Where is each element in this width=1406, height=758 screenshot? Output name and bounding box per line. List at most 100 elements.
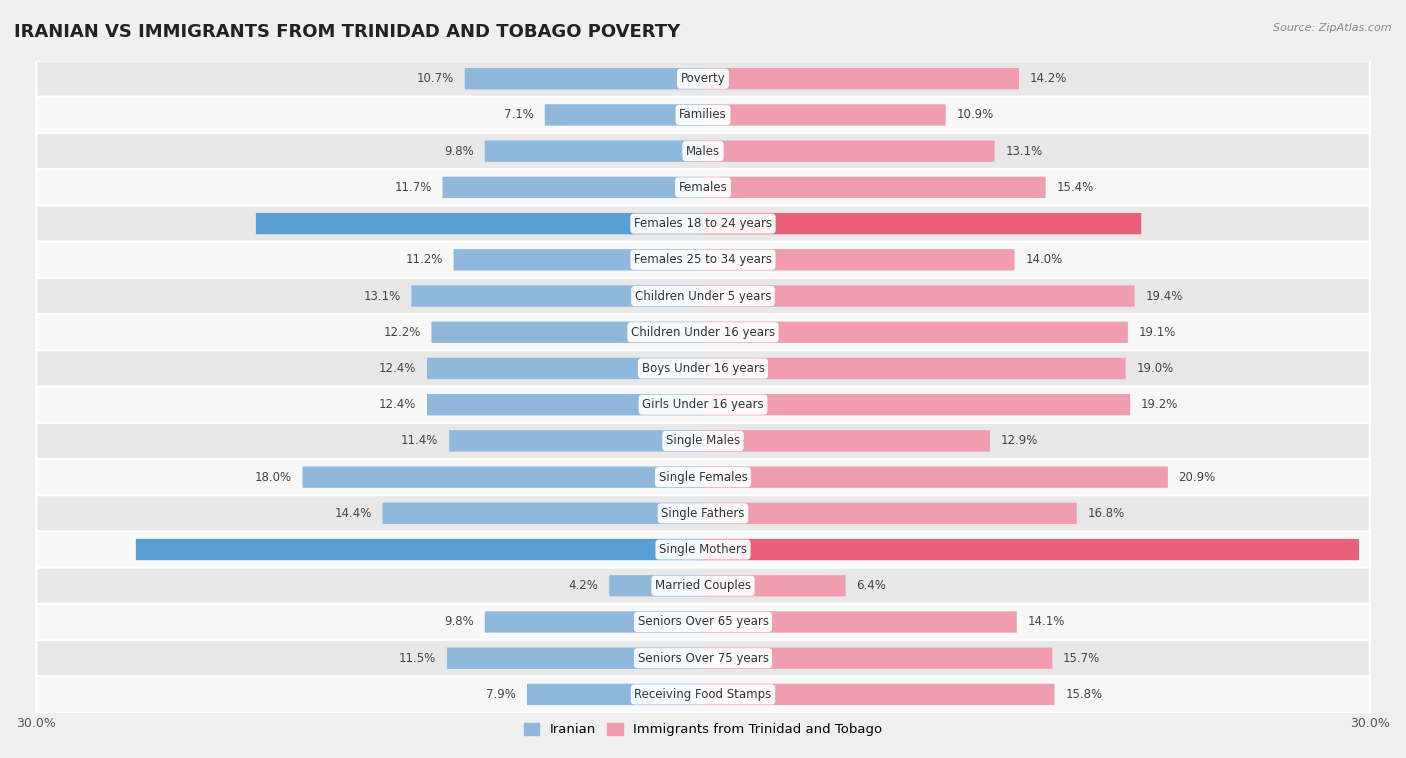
FancyBboxPatch shape (703, 68, 1019, 89)
Text: 15.7%: 15.7% (1063, 652, 1101, 665)
FancyBboxPatch shape (703, 503, 1077, 524)
Text: 20.9%: 20.9% (1178, 471, 1216, 484)
Text: 9.8%: 9.8% (444, 615, 474, 628)
FancyBboxPatch shape (465, 68, 703, 89)
FancyBboxPatch shape (609, 575, 703, 597)
FancyBboxPatch shape (449, 431, 703, 452)
Text: 12.9%: 12.9% (1001, 434, 1038, 447)
Text: Single Males: Single Males (666, 434, 740, 447)
FancyBboxPatch shape (412, 285, 703, 307)
Text: 12.4%: 12.4% (380, 398, 416, 411)
Text: Females 25 to 34 years: Females 25 to 34 years (634, 253, 772, 266)
Text: Single Females: Single Females (658, 471, 748, 484)
Legend: Iranian, Immigrants from Trinidad and Tobago: Iranian, Immigrants from Trinidad and To… (519, 718, 887, 742)
FancyBboxPatch shape (703, 285, 1135, 307)
Text: 11.7%: 11.7% (395, 181, 432, 194)
FancyBboxPatch shape (703, 249, 1015, 271)
Text: Seniors Over 75 years: Seniors Over 75 years (637, 652, 769, 665)
Text: 9.8%: 9.8% (444, 145, 474, 158)
Text: Children Under 5 years: Children Under 5 years (634, 290, 772, 302)
Text: 15.8%: 15.8% (1066, 688, 1102, 701)
FancyBboxPatch shape (427, 394, 703, 415)
FancyBboxPatch shape (703, 431, 990, 452)
Text: Males: Males (686, 145, 720, 158)
FancyBboxPatch shape (37, 133, 1369, 169)
Text: 19.0%: 19.0% (1136, 362, 1174, 375)
Text: 11.5%: 11.5% (399, 652, 436, 665)
FancyBboxPatch shape (703, 611, 1017, 633)
Text: 7.9%: 7.9% (486, 688, 516, 701)
Text: 7.1%: 7.1% (505, 108, 534, 121)
Text: 12.4%: 12.4% (380, 362, 416, 375)
FancyBboxPatch shape (302, 466, 703, 488)
Text: Children Under 16 years: Children Under 16 years (631, 326, 775, 339)
Text: Girls Under 16 years: Girls Under 16 years (643, 398, 763, 411)
Text: 16.8%: 16.8% (1087, 507, 1125, 520)
Text: 13.1%: 13.1% (1005, 145, 1042, 158)
Text: 19.2%: 19.2% (1140, 398, 1178, 411)
Text: 19.1%: 19.1% (1139, 326, 1175, 339)
Text: 29.5%: 29.5% (711, 543, 749, 556)
FancyBboxPatch shape (37, 278, 1369, 314)
Text: 6.4%: 6.4% (856, 579, 886, 592)
Text: 18.0%: 18.0% (254, 471, 292, 484)
Text: 14.0%: 14.0% (1025, 253, 1063, 266)
FancyBboxPatch shape (37, 387, 1369, 423)
FancyBboxPatch shape (703, 105, 946, 126)
FancyBboxPatch shape (37, 459, 1369, 495)
FancyBboxPatch shape (37, 242, 1369, 278)
Text: Single Mothers: Single Mothers (659, 543, 747, 556)
Text: 10.7%: 10.7% (416, 72, 454, 85)
FancyBboxPatch shape (527, 684, 703, 705)
FancyBboxPatch shape (703, 647, 1052, 669)
FancyBboxPatch shape (703, 140, 994, 162)
FancyBboxPatch shape (37, 314, 1369, 350)
Text: 11.2%: 11.2% (405, 253, 443, 266)
FancyBboxPatch shape (544, 105, 703, 126)
Text: Receiving Food Stamps: Receiving Food Stamps (634, 688, 772, 701)
Text: IRANIAN VS IMMIGRANTS FROM TRINIDAD AND TOBAGO POVERTY: IRANIAN VS IMMIGRANTS FROM TRINIDAD AND … (14, 23, 681, 41)
FancyBboxPatch shape (37, 169, 1369, 205)
Text: 20.1%: 20.1% (657, 217, 695, 230)
FancyBboxPatch shape (485, 140, 703, 162)
Text: 10.9%: 10.9% (956, 108, 994, 121)
FancyBboxPatch shape (447, 647, 703, 669)
FancyBboxPatch shape (37, 568, 1369, 604)
Text: 4.2%: 4.2% (568, 579, 599, 592)
FancyBboxPatch shape (703, 575, 845, 597)
FancyBboxPatch shape (454, 249, 703, 271)
FancyBboxPatch shape (256, 213, 703, 234)
Text: Single Fathers: Single Fathers (661, 507, 745, 520)
FancyBboxPatch shape (703, 539, 1360, 560)
FancyBboxPatch shape (703, 358, 1126, 379)
Text: 14.1%: 14.1% (1028, 615, 1064, 628)
Text: Married Couples: Married Couples (655, 579, 751, 592)
FancyBboxPatch shape (37, 531, 1369, 568)
FancyBboxPatch shape (485, 611, 703, 633)
Text: 14.4%: 14.4% (335, 507, 371, 520)
FancyBboxPatch shape (37, 97, 1369, 133)
Text: 13.1%: 13.1% (364, 290, 401, 302)
FancyBboxPatch shape (136, 539, 703, 560)
FancyBboxPatch shape (703, 394, 1130, 415)
FancyBboxPatch shape (37, 495, 1369, 531)
FancyBboxPatch shape (37, 676, 1369, 713)
Text: 14.2%: 14.2% (1029, 72, 1067, 85)
Text: 19.4%: 19.4% (1146, 290, 1182, 302)
Text: Families: Families (679, 108, 727, 121)
Text: Females: Females (679, 181, 727, 194)
Text: 25.5%: 25.5% (657, 543, 695, 556)
FancyBboxPatch shape (703, 321, 1128, 343)
Text: 15.4%: 15.4% (1056, 181, 1094, 194)
Text: 19.7%: 19.7% (711, 217, 749, 230)
FancyBboxPatch shape (432, 321, 703, 343)
FancyBboxPatch shape (703, 177, 1046, 198)
FancyBboxPatch shape (37, 604, 1369, 640)
FancyBboxPatch shape (37, 61, 1369, 97)
FancyBboxPatch shape (37, 205, 1369, 242)
Text: Seniors Over 65 years: Seniors Over 65 years (637, 615, 769, 628)
FancyBboxPatch shape (37, 640, 1369, 676)
FancyBboxPatch shape (443, 177, 703, 198)
FancyBboxPatch shape (703, 684, 1054, 705)
Text: Poverty: Poverty (681, 72, 725, 85)
